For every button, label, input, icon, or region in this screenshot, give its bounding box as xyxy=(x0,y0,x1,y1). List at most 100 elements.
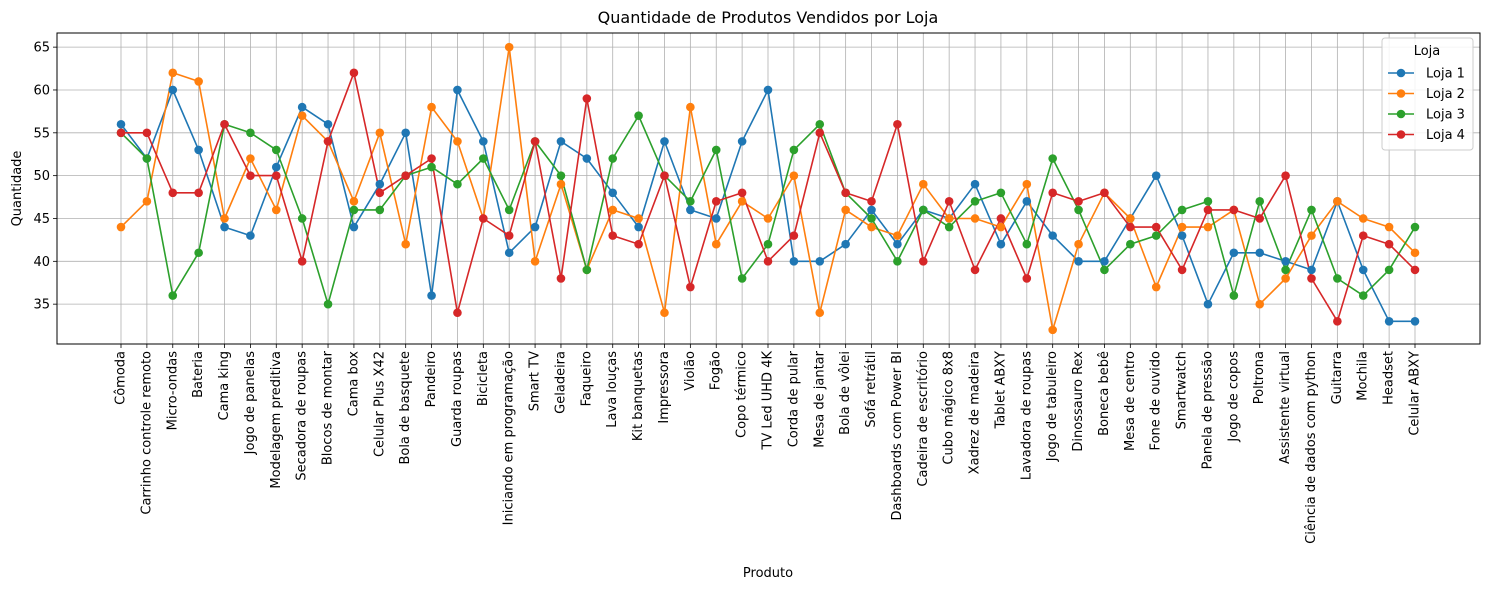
data-point-loja-2 xyxy=(1358,214,1368,223)
data-point-loja-2 xyxy=(608,205,618,215)
data-point-loja-4 xyxy=(194,188,203,198)
data-point-loja-2 xyxy=(660,308,669,318)
data-point-loja-1 xyxy=(220,222,229,232)
x-tick-label: Copo térmico xyxy=(735,351,750,438)
data-point-loja-2 xyxy=(841,205,850,215)
data-point-loja-2 xyxy=(686,102,695,112)
data-point-loja-3 xyxy=(996,188,1006,198)
data-point-loja-4 xyxy=(1151,222,1161,232)
legend-marker-loja-4 xyxy=(1396,130,1406,139)
data-point-loja-4 xyxy=(1074,197,1083,206)
data-point-loja-1 xyxy=(582,154,592,163)
data-point-loja-2 xyxy=(815,308,825,318)
data-point-loja-4 xyxy=(323,137,333,146)
data-point-loja-1 xyxy=(297,102,307,112)
data-point-loja-3 xyxy=(1151,231,1161,240)
x-tick-label: Geladeira xyxy=(553,351,568,414)
data-point-loja-1 xyxy=(737,137,747,146)
legend-label-loja-2: Loja 2 xyxy=(1426,87,1465,102)
data-point-loja-4 xyxy=(427,154,436,163)
data-point-loja-2 xyxy=(918,179,928,189)
data-point-loja-1 xyxy=(1229,248,1239,258)
data-point-loja-1 xyxy=(815,257,825,266)
data-point-loja-3 xyxy=(349,205,359,215)
y-tick-label: 60 xyxy=(33,83,50,98)
data-point-loja-4 xyxy=(1126,222,1135,232)
data-point-loja-2 xyxy=(763,214,773,223)
data-point-loja-3 xyxy=(271,145,281,155)
data-point-loja-1 xyxy=(841,239,850,249)
data-point-loja-2 xyxy=(1177,222,1187,232)
data-point-loja-3 xyxy=(427,162,436,172)
data-point-loja-3 xyxy=(789,145,799,155)
data-point-loja-1 xyxy=(1022,197,1032,206)
data-point-loja-2 xyxy=(401,239,410,249)
data-point-loja-4 xyxy=(1100,188,1109,198)
data-point-loja-3 xyxy=(763,239,773,249)
data-point-loja-4 xyxy=(918,257,928,266)
data-point-loja-2 xyxy=(1048,325,1057,335)
data-point-loja-2 xyxy=(297,111,307,120)
legend-marker-loja-3 xyxy=(1396,109,1406,119)
y-tick-label: 45 xyxy=(33,212,50,227)
data-point-loja-2 xyxy=(246,154,255,163)
data-point-loja-3 xyxy=(453,179,462,189)
data-point-loja-1 xyxy=(194,145,203,155)
data-point-loja-4 xyxy=(246,171,255,180)
data-point-loja-2 xyxy=(867,222,876,232)
data-point-loja-3 xyxy=(556,171,566,180)
data-point-loja-1 xyxy=(763,85,773,95)
data-point-loja-1 xyxy=(530,222,540,232)
series-markers xyxy=(116,42,1420,335)
data-point-loja-4 xyxy=(660,171,669,180)
data-point-loja-3 xyxy=(1384,265,1394,275)
data-point-loja-3 xyxy=(297,214,307,223)
data-point-loja-3 xyxy=(1126,239,1135,249)
data-point-loja-1 xyxy=(479,137,488,146)
data-point-loja-3 xyxy=(323,299,333,309)
data-point-loja-4 xyxy=(893,119,902,129)
data-point-loja-4 xyxy=(1229,205,1239,215)
x-tick-label: Boneca bebê xyxy=(1097,351,1112,436)
data-point-loja-4 xyxy=(815,128,825,138)
data-point-loja-4 xyxy=(1022,274,1032,283)
legend-title: Loja xyxy=(1414,44,1441,59)
data-point-loja-3 xyxy=(867,214,876,223)
data-point-loja-2 xyxy=(116,222,126,232)
data-point-loja-2 xyxy=(194,77,203,86)
data-point-loja-2 xyxy=(220,214,229,223)
data-point-loja-3 xyxy=(1333,274,1342,283)
data-point-loja-4 xyxy=(349,68,359,78)
data-point-loja-2 xyxy=(996,222,1006,232)
data-point-loja-2 xyxy=(504,42,514,52)
data-point-loja-4 xyxy=(556,274,566,283)
data-point-loja-1 xyxy=(1100,257,1109,266)
x-tick-label: Poltrona xyxy=(1252,351,1267,404)
data-point-loja-2 xyxy=(711,239,721,249)
data-point-loja-3 xyxy=(686,197,695,206)
x-tick-label: Bateria xyxy=(191,351,206,398)
y-axis-ticks: 35 40 45 50 55 60 65 xyxy=(33,41,57,313)
data-point-loja-3 xyxy=(504,205,514,215)
data-point-loja-3 xyxy=(1074,205,1083,215)
x-tick-label: Blocos de montar xyxy=(321,350,336,465)
x-tick-label: TV Led UHD 4K xyxy=(761,351,776,451)
data-point-loja-4 xyxy=(970,265,980,275)
data-point-loja-3 xyxy=(1410,222,1420,232)
data-point-loja-2 xyxy=(1074,239,1083,249)
data-point-loja-3 xyxy=(168,291,178,300)
data-point-loja-1 xyxy=(116,119,126,129)
data-point-loja-1 xyxy=(1255,248,1265,258)
data-point-loja-3 xyxy=(1100,265,1109,275)
x-tick-label: Fone de ouvido xyxy=(1149,351,1164,450)
data-point-loja-2 xyxy=(1281,274,1290,283)
data-point-loja-4 xyxy=(686,282,695,292)
y-tick-label: 65 xyxy=(33,41,50,56)
x-tick-label: Smart TV xyxy=(528,351,543,411)
data-point-loja-2 xyxy=(427,102,436,112)
data-point-loja-3 xyxy=(375,205,385,215)
x-tick-label: Cômoda xyxy=(114,351,129,405)
data-point-loja-4 xyxy=(504,231,514,240)
data-point-loja-1 xyxy=(1410,316,1420,326)
